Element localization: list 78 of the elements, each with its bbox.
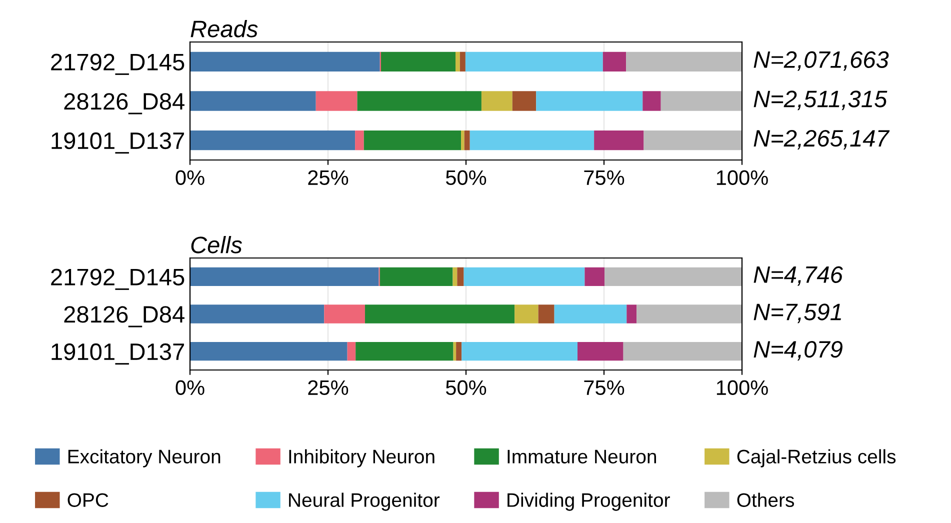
x-tick-label: 25% <box>308 380 348 396</box>
bar <box>554 304 627 324</box>
bar <box>470 130 594 150</box>
text: N=4,079 <box>754 340 842 360</box>
bar <box>460 52 466 72</box>
text: N=4,746 <box>754 266 843 286</box>
legend-label: Dividing Progenitor <box>508 492 670 511</box>
x-tick-label: 50% <box>446 380 486 396</box>
y-tick-label: 19101_D137 <box>52 132 184 154</box>
x-tick-label: 0% <box>176 170 204 186</box>
bar <box>190 130 356 150</box>
bar <box>316 91 358 111</box>
x-tick-label: 0% <box>176 380 204 396</box>
bar <box>626 304 637 324</box>
bar <box>461 130 464 150</box>
bar <box>190 342 348 361</box>
bar <box>636 304 742 324</box>
bar <box>356 342 454 361</box>
legend-label: Others <box>737 492 794 507</box>
y-tick-label: 28126_D84 <box>64 93 184 114</box>
bar <box>481 91 512 111</box>
x-tick-label: 50% <box>446 170 486 186</box>
bar <box>457 267 464 286</box>
bar <box>465 52 603 72</box>
text: N=2,511,315 <box>754 90 888 110</box>
legend-label: Immature Neuron <box>508 450 656 464</box>
bar <box>190 267 379 286</box>
legend-label: Neural Progenitor <box>289 492 440 511</box>
bar <box>464 267 585 286</box>
bar <box>538 304 554 324</box>
legend-label: Inhibitory Neuron <box>289 449 434 468</box>
x-tick-label: 75% <box>584 380 624 396</box>
bar <box>190 91 316 111</box>
bar <box>644 130 742 150</box>
x-tick-label: 100% <box>716 170 768 186</box>
bar <box>364 304 515 324</box>
y-tick-label: 21792_D145 <box>51 268 184 290</box>
x-tick-label: 75% <box>584 170 624 186</box>
bar <box>642 91 661 111</box>
bar <box>380 267 453 286</box>
bar <box>584 267 605 286</box>
bar <box>190 52 380 72</box>
legend-label: OPC <box>68 493 108 507</box>
bar <box>660 91 742 111</box>
bar <box>357 91 482 111</box>
bar <box>514 304 538 324</box>
bar <box>380 52 456 72</box>
bar <box>355 130 364 150</box>
bar <box>512 91 536 111</box>
bar <box>364 130 462 150</box>
y-tick-label: 21792_D145 <box>51 54 184 75</box>
y-tick-label: 19101_D137 <box>52 343 184 365</box>
bar <box>464 130 470 150</box>
bar <box>604 267 742 286</box>
bar <box>456 52 460 72</box>
bar <box>578 342 624 361</box>
bar <box>324 304 365 324</box>
x-tick-label: 25% <box>308 170 348 186</box>
text: N=2,071,663 <box>754 51 889 71</box>
bar <box>536 91 643 111</box>
text: N=7,591 <box>754 304 841 324</box>
legend-label: Cajal-Retzius cells <box>737 449 896 468</box>
chart-title: Cells <box>191 236 242 254</box>
bar <box>626 52 742 72</box>
bar <box>623 342 742 361</box>
bar <box>462 342 578 361</box>
bar <box>452 267 458 286</box>
bar <box>456 342 462 361</box>
chart-title: Reads <box>190 20 258 38</box>
bar <box>347 342 356 361</box>
text: N=2,265,147 <box>754 130 890 150</box>
bar <box>602 52 626 72</box>
legend-label: Excitatory Neuron <box>68 449 220 468</box>
y-tick-label: 28126_D84 <box>64 306 184 328</box>
bar <box>594 130 644 150</box>
bar <box>190 304 324 324</box>
x-tick-label: 100% <box>716 380 768 396</box>
bar <box>453 342 456 361</box>
